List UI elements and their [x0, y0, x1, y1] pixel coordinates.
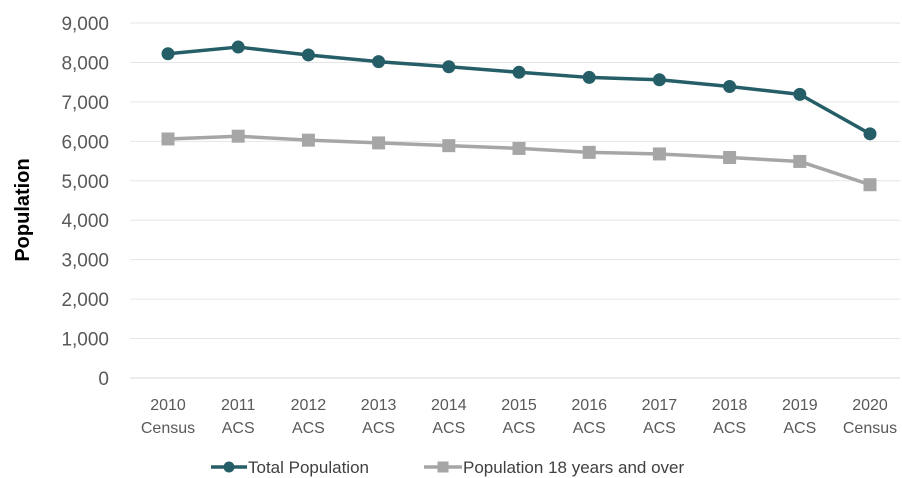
data-point	[793, 87, 807, 101]
x-tick-label: ACS	[432, 420, 465, 437]
x-tick-label: 2016	[571, 397, 607, 414]
series-population-18-plus	[161, 129, 877, 192]
data-point	[582, 145, 596, 159]
data-point	[372, 136, 386, 150]
x-tick-label: 2013	[361, 397, 397, 414]
x-tick-label: ACS	[713, 420, 746, 437]
y-tick-label: 0	[98, 369, 109, 390]
x-tick-label: ACS	[222, 420, 255, 437]
data-point	[863, 178, 877, 192]
data-point	[301, 133, 315, 147]
data-point	[301, 48, 315, 62]
x-tick-label: 2020	[852, 397, 888, 414]
legend-marker	[437, 461, 449, 473]
series-total-population	[161, 40, 877, 141]
y-tick-label: 1,000	[61, 330, 109, 351]
data-point	[231, 40, 245, 54]
data-point	[793, 154, 807, 168]
y-tick-label: 9,000	[61, 14, 109, 35]
x-tick-label: Census	[141, 420, 195, 437]
y-tick-label: 6,000	[61, 132, 109, 153]
x-tick-label: Census	[843, 420, 897, 437]
x-tick-label: 2010	[150, 397, 186, 414]
x-tick-label: ACS	[783, 420, 816, 437]
x-tick-label: ACS	[573, 420, 606, 437]
x-tick-label: 2011	[221, 397, 256, 414]
series-line	[167, 45, 871, 136]
legend-item: Population 18 years and over	[424, 458, 684, 477]
data-point	[863, 127, 877, 141]
y-tick-label: 5,000	[61, 172, 109, 193]
data-point	[161, 47, 175, 61]
y-tick-label: 4,000	[61, 211, 109, 232]
x-tick-label: ACS	[503, 420, 536, 437]
x-tick-label: 2018	[712, 397, 748, 414]
data-point	[442, 60, 456, 74]
data-point	[231, 129, 245, 143]
legend: Total Population Population 18 years and …	[211, 458, 684, 477]
data-point	[582, 70, 596, 84]
data-point	[652, 73, 666, 87]
data-point	[161, 132, 175, 146]
data-point	[442, 139, 456, 153]
x-tick-label: 2014	[431, 397, 467, 414]
y-tick-label: 2,000	[61, 290, 109, 311]
data-point	[372, 55, 386, 69]
x-tick-label: 2015	[501, 397, 537, 414]
x-tick-label: 2017	[642, 397, 678, 414]
legend-label: Total Population	[248, 458, 369, 477]
legend-marker	[223, 461, 235, 473]
data-point	[652, 147, 666, 161]
x-tick-label: 2012	[291, 397, 327, 414]
x-tick-label: ACS	[643, 420, 676, 437]
x-tick-label: 2019	[782, 397, 818, 414]
gridlines	[130, 22, 900, 379]
x-tick-label: ACS	[292, 420, 325, 437]
y-axis-title: Population	[12, 158, 34, 261]
legend-item: Total Population	[211, 458, 369, 477]
data-point	[723, 80, 737, 94]
y-tick-label: 8,000	[61, 53, 109, 74]
series-layer	[161, 40, 877, 192]
x-axis-ticks: 2010 Census 2011 ACS 2012 ACS 2013 ACS 2014 ACS 20…	[141, 397, 897, 437]
x-tick-label: ACS	[362, 420, 395, 437]
y-tick-label: 7,000	[61, 93, 109, 114]
data-point	[512, 141, 526, 155]
data-point	[723, 151, 737, 165]
legend-label: Population 18 years and over	[463, 458, 684, 477]
y-axis-ticks: 0 1,000 2,000 3,000 4,000 5,000 6,000 7,000 8,00…	[61, 14, 109, 390]
data-point	[512, 65, 526, 79]
y-tick-label: 3,000	[61, 251, 109, 272]
